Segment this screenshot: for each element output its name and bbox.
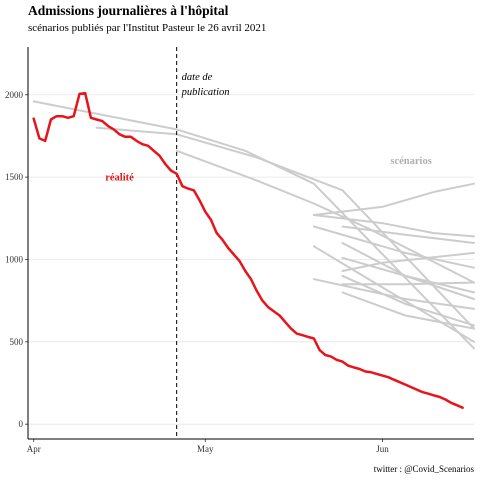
y-tick-label: 2000: [5, 90, 24, 100]
publication-label: date de: [182, 72, 213, 83]
scenario-line: [95, 126, 475, 330]
scenario-series: [32, 100, 475, 350]
reality-line: [32, 91, 464, 409]
scenario-line: [341, 251, 475, 272]
x-tick-label: Apr: [27, 444, 41, 454]
y-tick-label: 500: [10, 337, 24, 347]
chart-caption: twitter : @Covid_Scenarios: [374, 464, 475, 474]
scenario-line: [341, 274, 475, 327]
y-tick-label: 1000: [5, 254, 24, 264]
scenario-line: [312, 245, 475, 343]
scenarios-label: scénarios: [390, 156, 431, 167]
reality-label: réalité: [105, 172, 134, 183]
scenario-line: [175, 149, 475, 284]
y-tick-label: 1500: [5, 172, 24, 182]
reality-series: [32, 91, 464, 409]
chart-subtitle: scénarios publiés par l'Institut Pasteur…: [28, 22, 266, 34]
scenario-line: [312, 214, 475, 238]
gridlines: [28, 94, 474, 425]
scenario-line: [341, 225, 475, 244]
scenario-line: [312, 225, 475, 269]
annotations: date de publication réalité scénarios: [105, 72, 432, 183]
scenario-line: [341, 291, 475, 330]
scenario-line: [32, 100, 475, 350]
scenario-line: [341, 256, 475, 294]
scenario-line: [312, 182, 475, 216]
y-tick-label: 0: [19, 419, 24, 429]
x-tick-label: Jun: [376, 444, 389, 454]
chart-title: Admissions journalières à l'hôpital: [28, 3, 229, 18]
publication-label: publication: [181, 87, 230, 98]
scenario-line: [312, 278, 475, 310]
x-tick-label: May: [197, 444, 214, 454]
axes: 0 500 1000 1500 2000 Apr May Jun: [5, 47, 474, 454]
